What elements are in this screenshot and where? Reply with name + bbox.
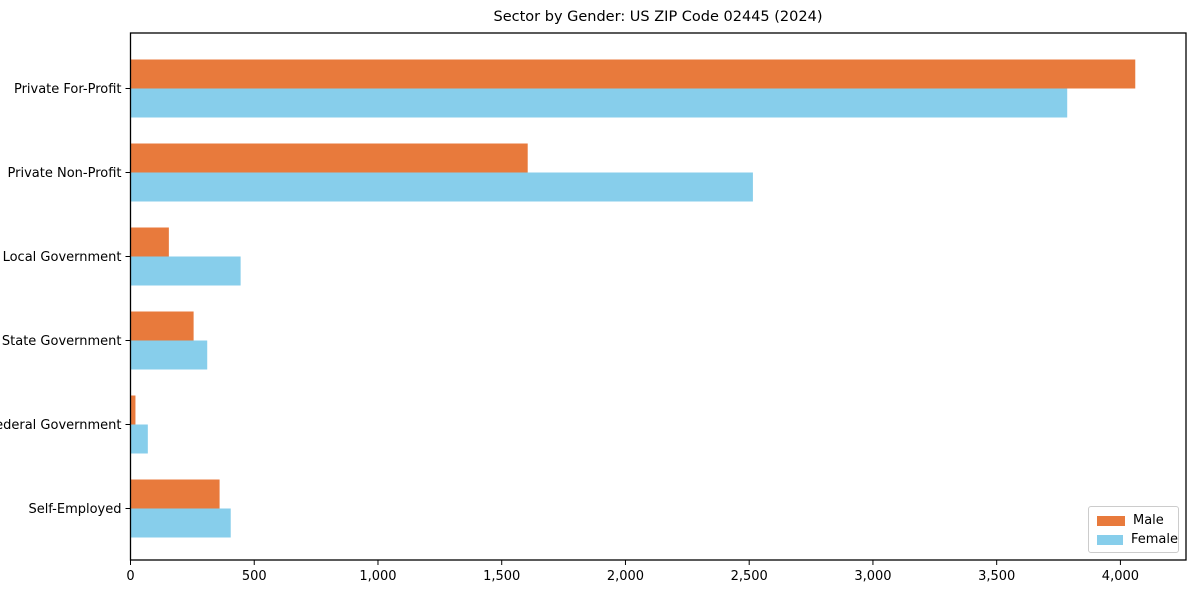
bar-male-2	[130, 227, 169, 257]
legend-item-male: Male	[1097, 511, 1178, 530]
female-swatch	[1097, 534, 1123, 545]
x-tick-label: 1,000	[359, 569, 396, 584]
legend-label-male: Male	[1133, 513, 1164, 528]
bar-female-4	[130, 424, 148, 454]
x-tick-label: 2,000	[607, 569, 644, 584]
bar-female-1	[130, 172, 753, 202]
legend-label-female: Female	[1130, 532, 1178, 547]
x-tick-label: 3,000	[854, 569, 891, 584]
y-tick-label: State Government	[2, 334, 122, 349]
x-tick-label: 2,500	[731, 569, 768, 584]
x-tick-label: 500	[242, 569, 267, 584]
x-tick-label: 0	[126, 569, 134, 584]
plot-frame	[129, 32, 1187, 561]
bar-female-0	[130, 88, 1068, 118]
male-swatch	[1097, 515, 1125, 526]
x-tick-label: 3,500	[978, 569, 1015, 584]
legend-item-female: Female	[1097, 530, 1178, 549]
bar-male-1	[130, 143, 528, 173]
bar-female-2	[130, 256, 241, 286]
y-tick-label: Private Non-Profit	[8, 166, 122, 181]
x-tick-label: 1,500	[483, 569, 520, 584]
bar-male-5	[130, 479, 220, 509]
bar-female-3	[130, 340, 208, 370]
bar-male-3	[130, 311, 194, 341]
y-tick-label: Self-Employed	[28, 502, 121, 517]
bar-male-0	[130, 59, 1136, 89]
legend: Male Female	[1088, 506, 1179, 553]
chart-title: Sector by Gender: US ZIP Code 02445 (202…	[493, 9, 823, 25]
y-tick-label: Local Government	[3, 250, 122, 265]
y-tick-label: Federal Government	[0, 418, 122, 433]
bar-male-4	[130, 395, 136, 425]
y-tick-label: Private For-Profit	[14, 82, 122, 97]
bar-female-5	[130, 508, 231, 538]
x-tick-label: 4,000	[1102, 569, 1139, 584]
